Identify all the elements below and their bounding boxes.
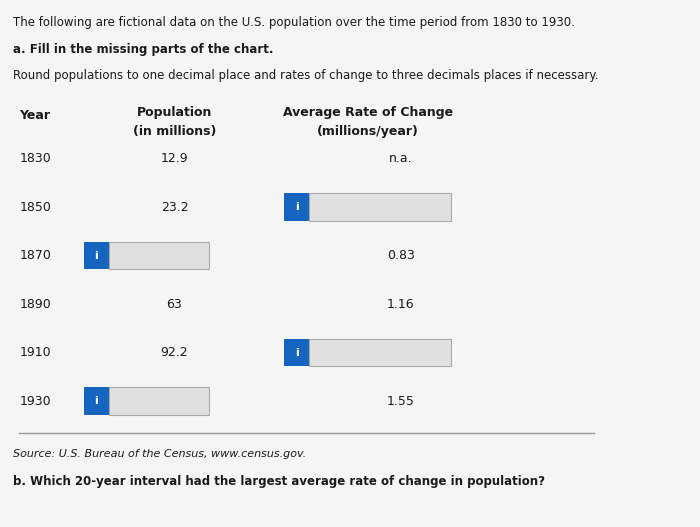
Text: (millions/year): (millions/year) bbox=[317, 125, 419, 139]
FancyBboxPatch shape bbox=[309, 339, 451, 366]
Text: (in millions): (in millions) bbox=[133, 125, 216, 139]
FancyBboxPatch shape bbox=[309, 193, 451, 221]
Text: Source: U.S. Bureau of the Census, www.census.gov.: Source: U.S. Bureau of the Census, www.c… bbox=[13, 449, 306, 459]
Text: 1910: 1910 bbox=[20, 346, 51, 359]
FancyBboxPatch shape bbox=[84, 242, 108, 269]
Text: 92.2: 92.2 bbox=[160, 346, 188, 359]
Text: i: i bbox=[295, 202, 298, 212]
Text: 1830: 1830 bbox=[20, 152, 51, 165]
Text: 23.2: 23.2 bbox=[160, 201, 188, 213]
Text: The following are fictional data on the U.S. population over the time period fro: The following are fictional data on the … bbox=[13, 16, 575, 29]
Text: Population: Population bbox=[136, 106, 212, 119]
Text: 1870: 1870 bbox=[20, 249, 51, 262]
Text: Year: Year bbox=[20, 109, 50, 122]
Text: a. Fill in the missing parts of the chart.: a. Fill in the missing parts of the char… bbox=[13, 43, 274, 56]
Text: 12.9: 12.9 bbox=[160, 152, 188, 165]
Text: 1.55: 1.55 bbox=[386, 395, 414, 407]
Text: Average Rate of Change: Average Rate of Change bbox=[284, 106, 454, 119]
Text: 63: 63 bbox=[167, 298, 182, 310]
Text: 1890: 1890 bbox=[20, 298, 51, 310]
Text: 1850: 1850 bbox=[20, 201, 51, 213]
Text: i: i bbox=[295, 348, 298, 357]
Text: i: i bbox=[94, 251, 98, 260]
Text: b. Which 20-year interval had the largest average rate of change in population?: b. Which 20-year interval had the larges… bbox=[13, 475, 545, 489]
FancyBboxPatch shape bbox=[108, 242, 209, 269]
Text: 1.16: 1.16 bbox=[387, 298, 414, 310]
Text: Round populations to one decimal place and rates of change to three decimals pla: Round populations to one decimal place a… bbox=[13, 70, 598, 82]
Text: i: i bbox=[94, 396, 98, 406]
FancyBboxPatch shape bbox=[284, 193, 309, 221]
Text: n.a.: n.a. bbox=[389, 152, 412, 165]
FancyBboxPatch shape bbox=[284, 339, 309, 366]
Text: 0.83: 0.83 bbox=[386, 249, 414, 262]
FancyBboxPatch shape bbox=[108, 387, 209, 415]
Text: 1930: 1930 bbox=[20, 395, 51, 407]
FancyBboxPatch shape bbox=[84, 387, 108, 415]
